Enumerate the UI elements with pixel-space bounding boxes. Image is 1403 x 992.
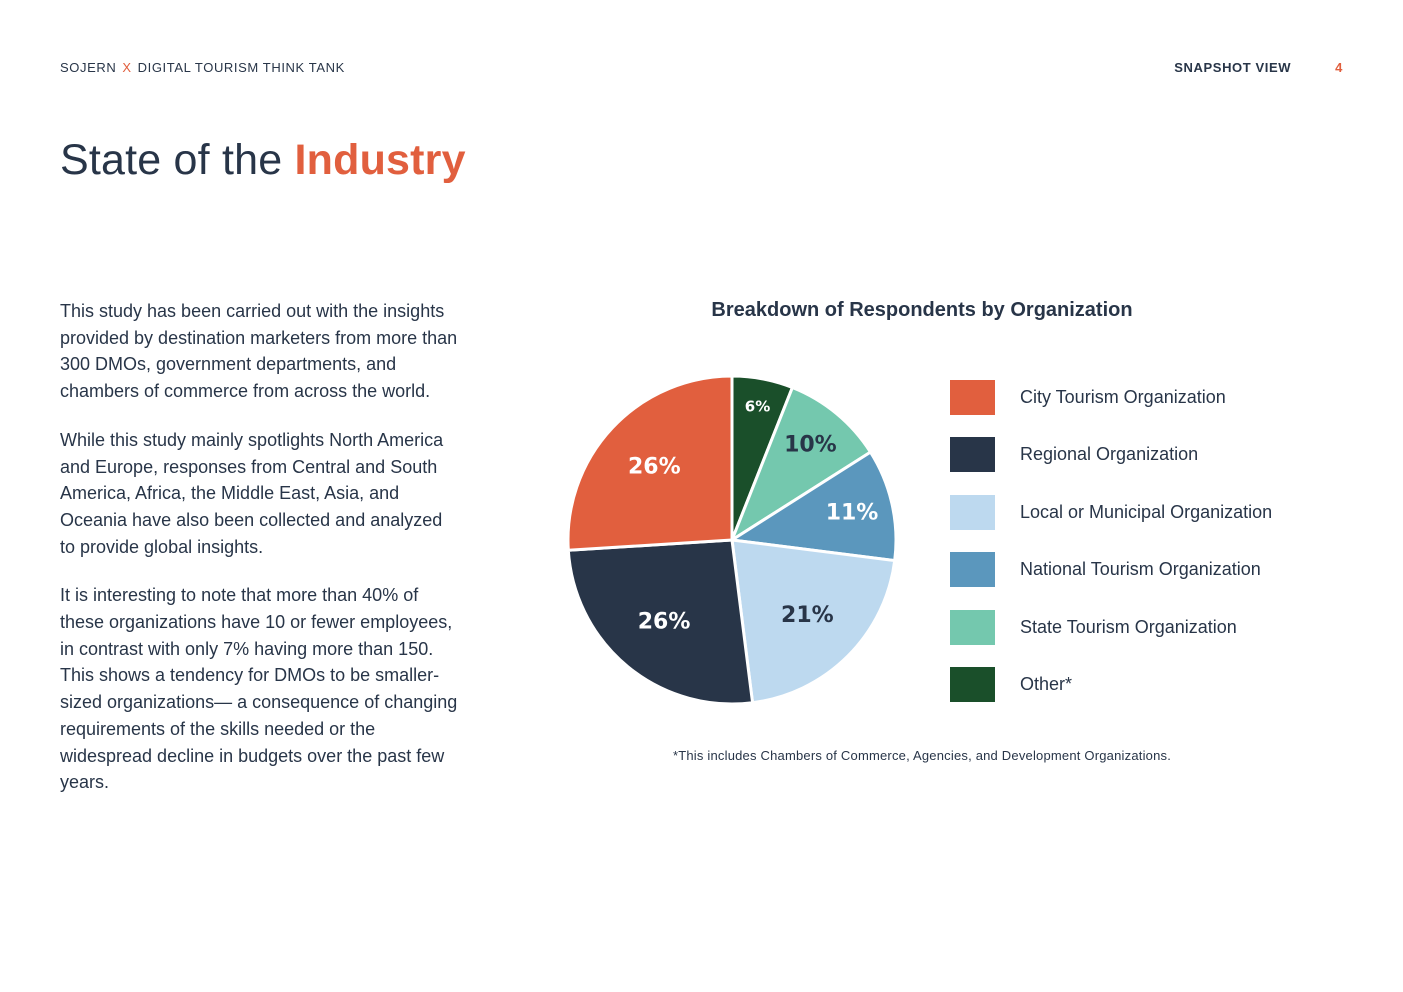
page-title-prefix: State of the: [60, 136, 283, 184]
legend-label: City Tourism Organization: [1020, 387, 1226, 407]
legend-label: Regional Organization: [1020, 444, 1199, 465]
chart-footnote: *This includes Chambers of Commerce, Age…: [672, 748, 1172, 763]
report-brand-header: SOJERN X DIGITAL TOURISM THINK TANK: [60, 60, 345, 75]
paragraph: While this study mainly spotlights North…: [60, 429, 444, 557]
legend-label: National Tourism Organization: [1020, 559, 1261, 580]
legend-item: National Tourism Organization: [950, 552, 1272, 588]
chart-title: Breakdown of Respondents by Organization: [711, 299, 1133, 321]
slice-label: 6%: [745, 397, 770, 415]
page-title-highlight: Industry: [294, 136, 466, 184]
legend-item: Other*: [950, 666, 1272, 702]
legend-swatch: [950, 666, 995, 702]
chart-legend: City Tourism Organization Regional Organ…: [950, 380, 1272, 724]
section-header: SNAPSHOT VIEW 4: [1174, 60, 1343, 75]
page-title: State of the Industry: [60, 136, 466, 185]
legend-swatch: [950, 609, 995, 645]
slice-local-municipal: [730, 538, 897, 705]
slice-label: 26%: [628, 455, 681, 480]
slice-regional: [566, 538, 755, 706]
slice-national-tourism: [730, 450, 898, 563]
legend-swatch: [950, 380, 995, 415]
slice-label: 26%: [638, 610, 691, 635]
section-name: SNAPSHOT VIEW: [1174, 60, 1292, 75]
legend-swatch: [950, 437, 995, 473]
legend-item: Regional Organization: [950, 437, 1272, 473]
legend-item: State Tourism Organization: [950, 609, 1272, 645]
legend-item: City Tourism Organization: [950, 380, 1272, 415]
slice-state-tourism: [730, 386, 872, 542]
slice-label: 21%: [781, 603, 834, 628]
paragraph: It is interesting to note that more than…: [60, 585, 458, 793]
legend-label: Other*: [1020, 673, 1073, 694]
brand-partner: DIGITAL TOURISM THINK TANK: [137, 60, 345, 75]
legend-item: Local or Municipal Organization: [950, 494, 1273, 530]
legend-label: Local or Municipal Organization: [1020, 501, 1273, 522]
legend-swatch: [950, 494, 995, 530]
legend-label: State Tourism Organization: [1020, 616, 1237, 637]
slice-label: 10%: [784, 433, 837, 458]
slice-city-tourism: [566, 374, 734, 552]
slice-label: 11%: [826, 501, 879, 526]
brand-sojern: SOJERN: [60, 60, 117, 75]
page-number: 4: [1335, 60, 1343, 75]
pie-chart: 6% 10% 11% 21% 26% 26%: [566, 374, 898, 706]
intro-text: This study has been carried out with the…: [60, 298, 460, 818]
brand-separator: X: [122, 60, 132, 75]
paragraph: This study has been carried out with the…: [60, 301, 458, 402]
legend-swatch: [950, 552, 995, 588]
